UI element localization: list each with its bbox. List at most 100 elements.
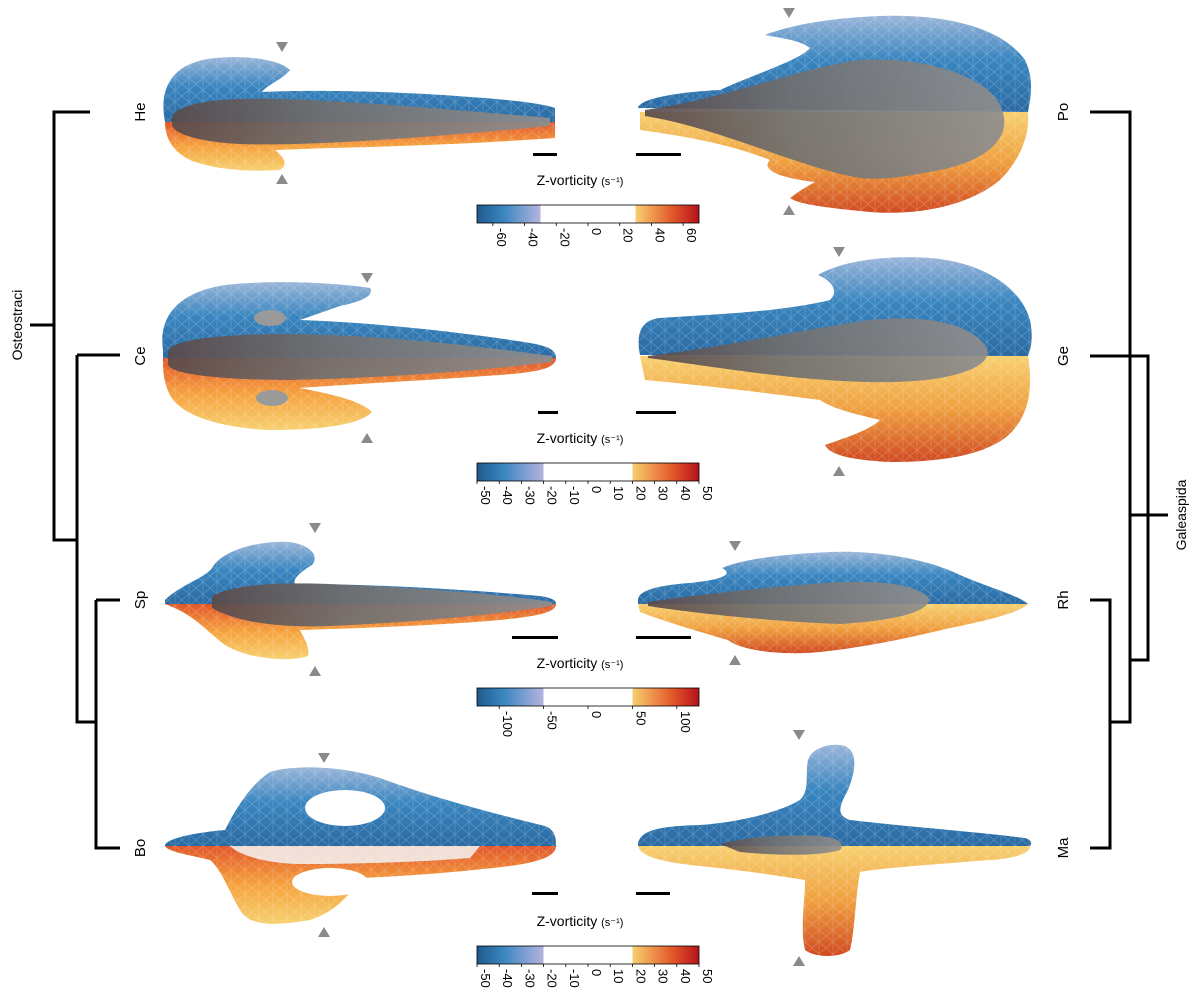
colorbar-tick-label: -50 bbox=[478, 969, 493, 988]
arrowhead-marker bbox=[783, 205, 795, 215]
colorbar-tick-label: 20 bbox=[621, 228, 636, 242]
cornual-lobe bbox=[256, 390, 288, 406]
tree-branch bbox=[30, 110, 90, 327]
colorbar-tick-label: 20 bbox=[633, 969, 648, 983]
tree-branch bbox=[75, 355, 96, 724]
specimen-rh bbox=[636, 541, 1028, 665]
colorbar-tick-label: -60 bbox=[494, 228, 509, 247]
colorbar-tick-label: 50 bbox=[633, 711, 648, 725]
arrowhead-marker bbox=[309, 523, 321, 533]
taxon-label-bo: Bo bbox=[132, 839, 149, 857]
body-outline bbox=[648, 581, 930, 624]
colorbar-tick-label: -20 bbox=[545, 486, 560, 505]
osteostraci-tree bbox=[30, 110, 120, 850]
colorbar-gradient bbox=[476, 945, 700, 965]
taxon-label-rh: Rh bbox=[1055, 590, 1072, 609]
scale-bar bbox=[533, 153, 557, 156]
colorbar: Z-vorticity (s⁻¹) -100 -50 0 50 100 bbox=[476, 655, 700, 737]
colorbar-title: Z-vorticity (s⁻¹) bbox=[537, 655, 624, 671]
body-outline bbox=[645, 59, 1005, 179]
colorbars: Z-vorticity (s⁻¹)-60 -40 -20 0 20 40 60Z-vorti… bbox=[476, 172, 715, 988]
colorbar-tick-label: -20 bbox=[545, 969, 560, 988]
taxon-label-ge: Ge bbox=[1055, 346, 1072, 366]
colorbar: Z-vorticity (s⁻¹) -50 -40 -30 -20 -10 0 10 20 30 4… bbox=[476, 430, 715, 505]
colorbar-tick-label: 50 bbox=[700, 969, 715, 983]
colorbar: Z-vorticity (s⁻¹) -60 -40 -20 0 20 40 60 bbox=[476, 172, 700, 247]
clade-label-osteostraci: Osteostraci bbox=[9, 290, 25, 361]
specimen-bo bbox=[165, 753, 558, 937]
colorbar-tick-label: 0 bbox=[589, 969, 604, 976]
galeaspida-tree bbox=[1090, 110, 1168, 850]
arrowhead-marker bbox=[793, 956, 805, 966]
colorbar-tick-label: 40 bbox=[678, 486, 693, 500]
colorbar-tick-label: 50 bbox=[700, 486, 715, 500]
specimen-ma bbox=[636, 730, 1032, 966]
scale-bar bbox=[636, 892, 670, 895]
scale-bar bbox=[636, 153, 681, 156]
colorbar-tick-label: 10 bbox=[611, 969, 626, 983]
scale-bar bbox=[636, 411, 676, 414]
arrowhead-marker bbox=[309, 666, 321, 676]
tree-branch bbox=[94, 600, 120, 850]
wake-hole bbox=[305, 790, 385, 826]
arrowhead-marker bbox=[729, 655, 741, 665]
scale-bar bbox=[636, 636, 691, 639]
specimen-po bbox=[636, 8, 1032, 215]
arrowhead-marker bbox=[783, 8, 795, 18]
colorbar-gradient bbox=[476, 462, 700, 482]
body-outline bbox=[212, 583, 552, 627]
specimen-he bbox=[163, 42, 557, 184]
colorbar-tick-label: 30 bbox=[656, 486, 671, 500]
colorbar-gradient bbox=[476, 204, 700, 224]
clade-label-galeaspida: Galeaspida bbox=[1173, 479, 1189, 550]
colorbar-tick-label: 20 bbox=[633, 486, 648, 500]
taxon-label-sp: Sp bbox=[132, 591, 149, 609]
colorbar-tick-label: -30 bbox=[522, 969, 537, 988]
tree-branch bbox=[1090, 598, 1112, 850]
arrowhead-marker bbox=[276, 42, 288, 52]
colorbar: Z-vorticity (s⁻¹) -50 -40 -30 -20 -10 0 10 20 30 4… bbox=[476, 913, 715, 988]
colorbar-tick-label: -10 bbox=[567, 969, 582, 988]
colorbar-tick-label: 10 bbox=[611, 486, 626, 500]
scale-bar bbox=[538, 411, 558, 414]
taxon-label-po: Po bbox=[1055, 103, 1072, 121]
near-zero-region bbox=[230, 846, 480, 864]
colorbar-tick-label: 40 bbox=[678, 969, 693, 983]
colorbar-tick-label: -40 bbox=[500, 969, 515, 988]
colorbar-tick-label: -100 bbox=[500, 711, 515, 737]
colorbar-tick-label: -20 bbox=[557, 228, 572, 247]
colorbar-tick-label: 0 bbox=[589, 486, 604, 493]
colorbar-tick-label: -50 bbox=[545, 711, 560, 730]
body-outline bbox=[168, 334, 552, 380]
colorbar-tick-label: 100 bbox=[678, 711, 693, 733]
colorbar-title: Z-vorticity (s⁻¹) bbox=[537, 913, 624, 929]
body-outline bbox=[648, 318, 988, 383]
colorbar-tick-label: 0 bbox=[589, 711, 604, 718]
taxon-label-he: He bbox=[132, 102, 149, 121]
scale-bar bbox=[532, 892, 558, 895]
colorbar-tick-label: -30 bbox=[522, 486, 537, 505]
tree-branch bbox=[52, 325, 77, 542]
arrowhead-marker bbox=[833, 247, 845, 257]
arrowhead-marker bbox=[318, 753, 330, 763]
specimen-ge bbox=[636, 247, 1032, 476]
wake-hole bbox=[292, 868, 368, 896]
arrowhead-marker bbox=[318, 927, 330, 937]
arrowhead-marker bbox=[361, 273, 373, 283]
arrowhead-marker bbox=[276, 174, 288, 184]
arrowhead-marker bbox=[793, 730, 805, 740]
arrowhead-marker bbox=[361, 433, 373, 443]
arrowhead-marker bbox=[729, 541, 741, 551]
tree-branch bbox=[1090, 354, 1150, 662]
colorbar-gradient bbox=[476, 687, 700, 707]
colorbar-tick-label: 0 bbox=[589, 228, 604, 235]
specimen-ce bbox=[162, 273, 558, 443]
tree-branch bbox=[1090, 110, 1132, 724]
colorbar-tick-label: 40 bbox=[652, 228, 667, 242]
colorbar-tick-label: -50 bbox=[478, 486, 493, 505]
colorbar-title: Z-vorticity (s⁻¹) bbox=[537, 172, 624, 188]
colorbar-tick-label: 60 bbox=[684, 228, 699, 242]
taxon-label-ce: Ce bbox=[132, 346, 149, 365]
colorbar-tick-label: -40 bbox=[526, 228, 541, 247]
